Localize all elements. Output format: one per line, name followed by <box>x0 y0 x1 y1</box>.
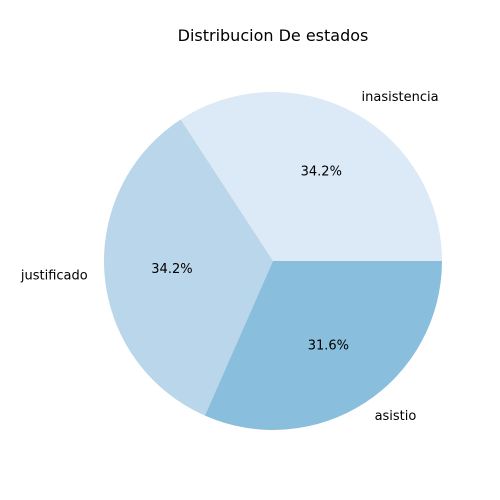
slice-label-justificado: justificado <box>20 269 88 284</box>
pie-slice-asistio <box>204 261 442 431</box>
pie-slice-justificado <box>104 119 273 416</box>
pie-slices <box>104 92 442 431</box>
pie-slice-inasistencia <box>180 92 442 261</box>
slice-label-inasistencia: inasistencia <box>362 90 439 105</box>
pie-labels: inasistencia 34.2% justificado 34.2% asistio… <box>20 90 439 424</box>
slice-percent-inasistencia: 34.2% <box>301 164 342 179</box>
slice-percent-asistio: 31.6% <box>308 338 349 353</box>
slice-label-asistio: asistio <box>375 409 417 424</box>
chart-title: Distribucion De estados <box>178 26 369 45</box>
slice-percent-justificado: 34.2% <box>151 262 192 277</box>
